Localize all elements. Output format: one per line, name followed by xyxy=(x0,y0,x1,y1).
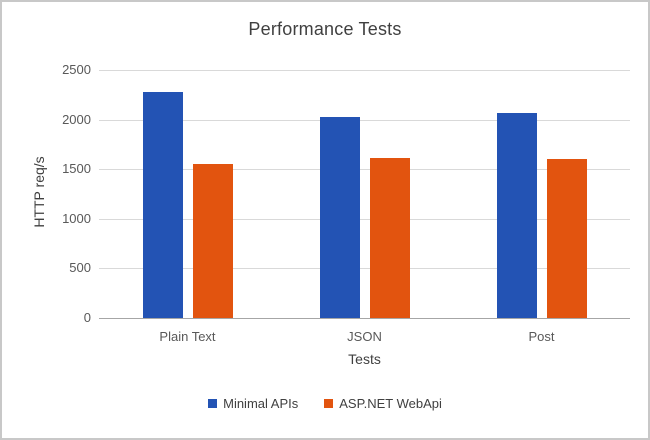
bar xyxy=(369,158,410,318)
y-tick-label: 1000 xyxy=(62,210,91,226)
legend-item: Minimal APIs xyxy=(208,396,298,411)
gridline xyxy=(99,70,630,71)
bar xyxy=(496,112,537,318)
x-category-label: Post xyxy=(528,329,555,344)
bar-group xyxy=(99,70,276,318)
bar-group xyxy=(453,70,630,318)
x-axis-title: Tests xyxy=(348,351,381,367)
y-tick-label: 2000 xyxy=(62,111,91,127)
bar xyxy=(319,116,360,318)
bar-groups xyxy=(99,70,630,318)
bar xyxy=(192,164,233,318)
legend-label: ASP.NET WebApi xyxy=(339,396,442,411)
legend-swatch-icon xyxy=(324,399,334,408)
y-tick-label: 1500 xyxy=(62,161,91,177)
gridline xyxy=(99,268,630,270)
y-tick-label: 2500 xyxy=(62,62,91,77)
chart-title: Performance Tests xyxy=(248,19,402,39)
gridline xyxy=(99,218,630,220)
x-category-label: Plain Text xyxy=(159,329,216,344)
legend-item: ASP.NET WebApi xyxy=(324,396,442,411)
bar xyxy=(142,91,183,318)
legend: Minimal APIs ASP.NET WebApi xyxy=(2,396,648,411)
y-tick-label: 500 xyxy=(69,260,91,276)
plot-area xyxy=(99,70,630,319)
x-category-label: JSON xyxy=(347,329,382,344)
bar xyxy=(546,159,587,318)
legend-swatch-icon xyxy=(208,399,218,408)
bar-group xyxy=(276,70,453,318)
gridline xyxy=(99,119,630,121)
x-axis-category-labels: Plain Text JSON Post xyxy=(99,329,630,344)
gridline xyxy=(99,169,630,171)
y-tick-label: 0 xyxy=(83,310,91,325)
legend-label: Minimal APIs xyxy=(223,396,299,411)
